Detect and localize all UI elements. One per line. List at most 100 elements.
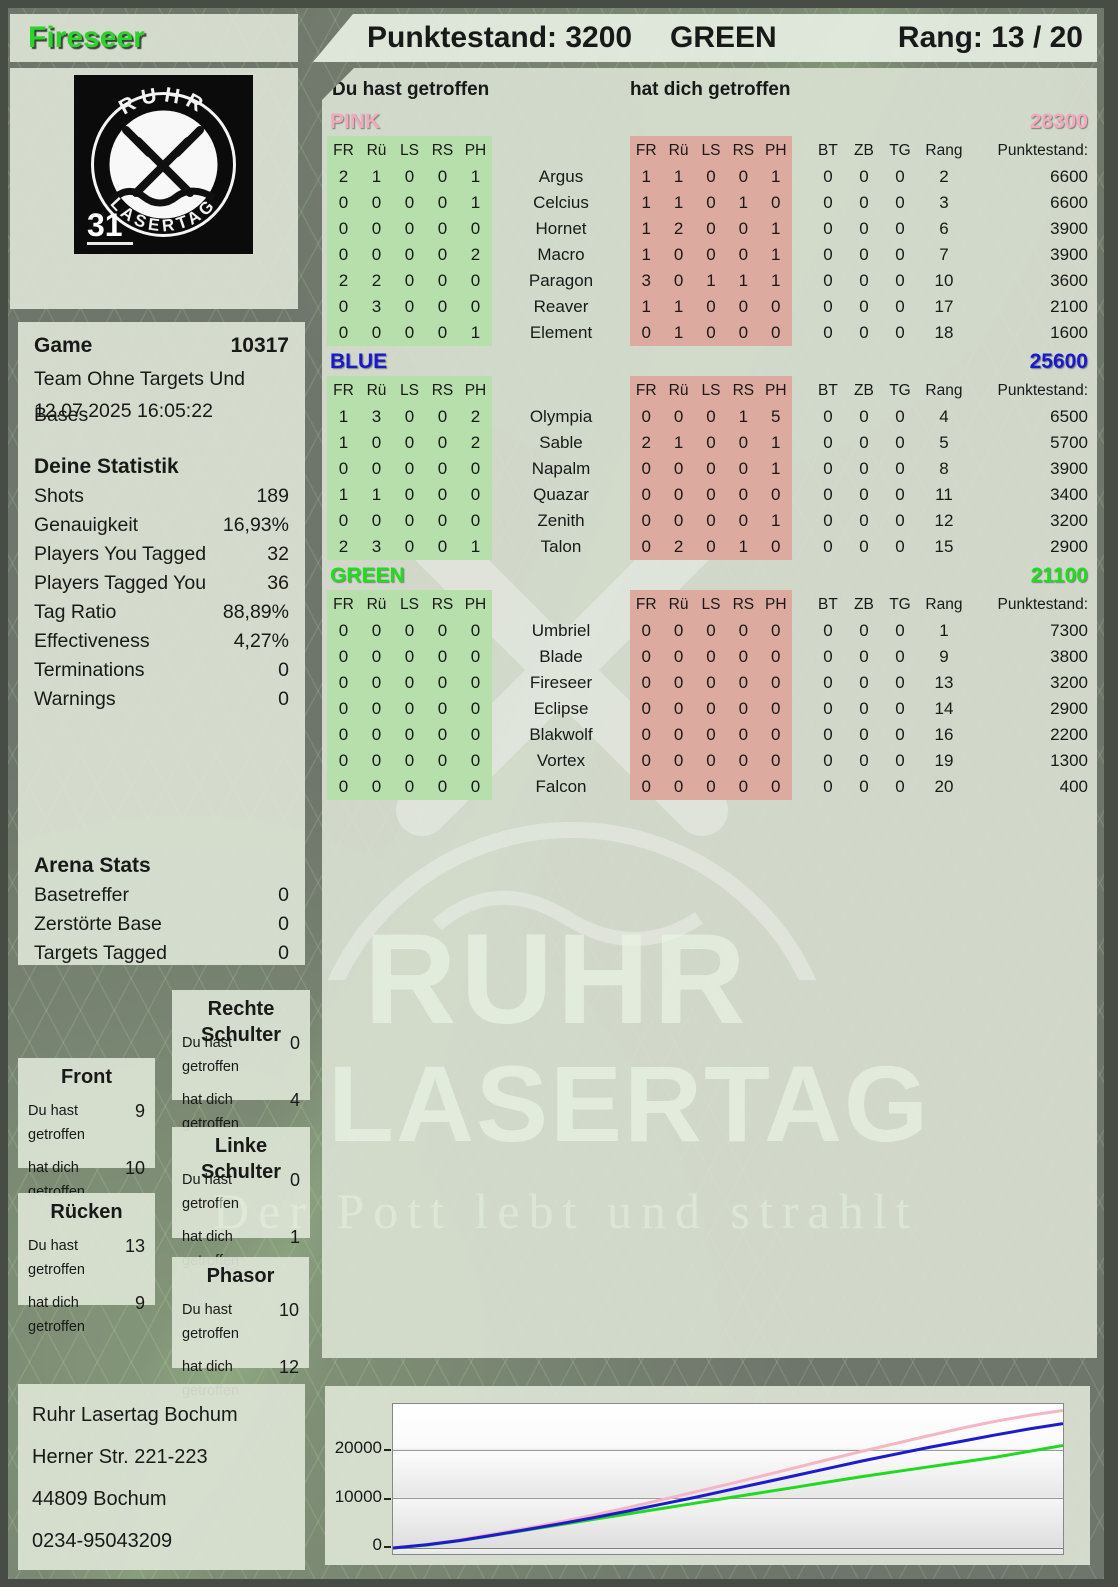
zb-cell: 0 bbox=[859, 297, 869, 316]
you-hit-cell: 1 bbox=[360, 482, 393, 508]
you-hit-cell: 0 bbox=[393, 618, 426, 644]
zone-them-value: 4 bbox=[289, 1090, 300, 1110]
rang-cell: 6 bbox=[939, 219, 949, 238]
col-header: BT bbox=[818, 596, 838, 613]
hit-you-cell: 0 bbox=[694, 482, 728, 508]
bt-cell: 0 bbox=[823, 219, 833, 238]
tg-cell: 0 bbox=[895, 167, 905, 186]
you-hit-cell: 2 bbox=[327, 164, 360, 190]
you-hit-cell: 0 bbox=[426, 430, 459, 456]
hit-you-cell: 0 bbox=[727, 430, 760, 456]
team-header: PINK 28300 bbox=[322, 106, 1097, 136]
col-header: PH bbox=[459, 590, 492, 619]
hit-you-cell: 0 bbox=[662, 618, 695, 644]
hit-you-cell: 0 bbox=[630, 534, 663, 560]
col-header: FR bbox=[630, 590, 663, 619]
player-name-cell: Napalm bbox=[531, 459, 591, 478]
hit-you-cell: 0 bbox=[727, 722, 760, 748]
zb-cell: 0 bbox=[859, 323, 869, 342]
gridline-20000 bbox=[393, 1450, 1063, 1451]
you-hit-cell: 0 bbox=[459, 696, 492, 722]
rang-cell: 3 bbox=[939, 193, 949, 212]
rang-cell: 12 bbox=[934, 511, 954, 530]
hit-you-cell: 0 bbox=[630, 722, 663, 748]
col-header: LS bbox=[393, 376, 426, 405]
rang-cell: 18 bbox=[934, 323, 954, 342]
hit-you-cell: 1 bbox=[630, 242, 663, 268]
you-hit-cell: 0 bbox=[426, 456, 459, 482]
zb-cell: 0 bbox=[859, 751, 869, 770]
hit-you-cell: 0 bbox=[662, 722, 695, 748]
gap bbox=[792, 190, 810, 216]
col-header: PH bbox=[759, 590, 792, 619]
zb-cell: 0 bbox=[859, 433, 869, 452]
col-header: PH bbox=[459, 136, 492, 165]
you-hit-cell: 0 bbox=[426, 696, 459, 722]
hit-you-cell: 0 bbox=[630, 644, 663, 670]
you-hit-cell: 0 bbox=[426, 216, 459, 242]
you-hit-cell: 2 bbox=[327, 268, 360, 294]
you-hit-cell: 0 bbox=[327, 294, 360, 320]
watermark-lasertag: LASERTAG bbox=[328, 1043, 930, 1164]
hit-you-cell: 0 bbox=[759, 294, 792, 320]
hit-you-cell: 0 bbox=[694, 164, 728, 190]
gap bbox=[792, 508, 810, 534]
player-name-cell: Celcius bbox=[533, 193, 589, 212]
team-score: 21100 bbox=[1030, 564, 1088, 587]
rang-cell: 15 bbox=[934, 537, 954, 556]
logo-box: RUHR LASERTAG 31 bbox=[10, 68, 298, 309]
you-hit-cell: 0 bbox=[393, 482, 426, 508]
you-hit-cell: 0 bbox=[360, 618, 393, 644]
player-row: 0 3 0 0 0 Reaver 1 1 0 0 0 0 0 0 17 2100 bbox=[322, 294, 1097, 320]
zb-cell: 0 bbox=[859, 193, 869, 212]
hit-you-cell: 0 bbox=[662, 774, 695, 800]
hit-you-cell: 0 bbox=[694, 508, 728, 534]
player-name-cell: Talon bbox=[540, 537, 582, 556]
col-header: Rü bbox=[360, 376, 393, 405]
you-hit-cell: 0 bbox=[426, 404, 459, 430]
col-header: ZB bbox=[854, 142, 874, 159]
zb-cell: 0 bbox=[859, 673, 869, 692]
tg-cell: 0 bbox=[895, 433, 905, 452]
zb-cell: 0 bbox=[859, 725, 869, 744]
zone-title: Phasor bbox=[206, 1265, 275, 1287]
zone-you-label: Du hast getroffen bbox=[182, 1302, 239, 1342]
player-row: 1 0 0 0 2 Sable 2 1 0 0 1 0 0 0 5 5700 bbox=[322, 430, 1097, 456]
hit-you-cell: 2 bbox=[630, 430, 663, 456]
hit-you-cell: 1 bbox=[759, 242, 792, 268]
col-header: LS bbox=[694, 376, 728, 405]
hit-you-cell: 5 bbox=[759, 404, 792, 430]
col-header: TG bbox=[889, 596, 911, 613]
watermark-ruhr: RUHR bbox=[364, 908, 750, 1051]
you-hit-cell: 0 bbox=[327, 670, 360, 696]
gap bbox=[792, 268, 810, 294]
hit-you-cell: 1 bbox=[759, 456, 792, 482]
rang-cell: 20 bbox=[934, 777, 954, 796]
arena-label: Basetreffer bbox=[34, 884, 130, 906]
col-header: LS bbox=[694, 590, 728, 619]
arena-label: Zerstörte Base bbox=[34, 913, 162, 935]
hit-you-cell: 0 bbox=[759, 748, 792, 774]
zb-cell: 0 bbox=[859, 407, 869, 426]
y-axis-tick bbox=[384, 1498, 391, 1500]
gap bbox=[792, 722, 810, 748]
player-row: 0 0 0 0 0 Hornet 1 2 0 0 1 0 0 0 6 3900 bbox=[322, 216, 1097, 242]
bt-cell: 0 bbox=[823, 621, 833, 640]
you-hit-cell: 0 bbox=[393, 696, 426, 722]
chart-line-pink bbox=[393, 1409, 1063, 1550]
you-hit-cell: 0 bbox=[426, 268, 459, 294]
hit-you-cell: 0 bbox=[759, 618, 792, 644]
gap bbox=[792, 670, 810, 696]
col-header-points: Punktestand: bbox=[997, 142, 1088, 159]
points-cell: 3900 bbox=[1050, 219, 1088, 238]
hit-you-cell: 0 bbox=[759, 320, 792, 346]
hit-you-cell: 0 bbox=[630, 404, 663, 430]
you-hit-cell: 0 bbox=[459, 456, 492, 482]
stat-value: 88,89% bbox=[222, 601, 289, 623]
stat-label: Warnings bbox=[34, 688, 116, 710]
header-bar: Punktestand: 3200 GREEN Rang: 13 / 20 bbox=[313, 14, 1097, 62]
you-hit-cell: 0 bbox=[426, 164, 459, 190]
you-hit-cell: 0 bbox=[393, 404, 426, 430]
hit-you-cell: 0 bbox=[727, 294, 760, 320]
stat-value: 4,27% bbox=[233, 630, 289, 652]
